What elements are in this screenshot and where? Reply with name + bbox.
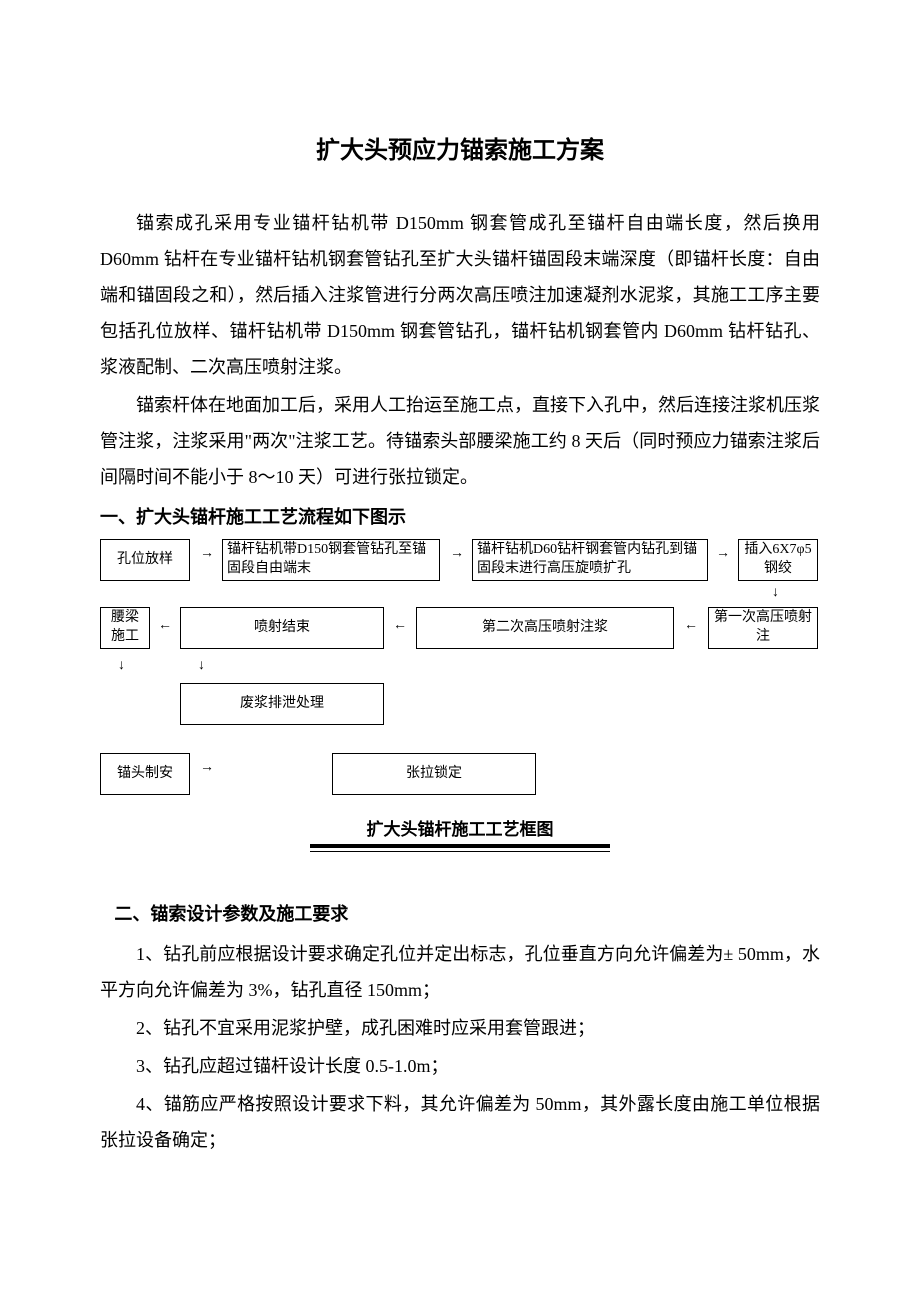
arrow-down-icon: ↓ bbox=[772, 586, 779, 600]
arrow-left-icon: ← bbox=[158, 619, 172, 633]
flow-node-waste-disposal: 废浆排泄处理 bbox=[180, 683, 384, 725]
flow-node-tension-lock: 张拉锁定 bbox=[332, 753, 536, 795]
paragraph-2: 锚索杆体在地面加工后，采用人工抬运至施工点，直接下入孔中，然后连接注浆机压浆管注… bbox=[100, 387, 820, 495]
flow-node-d60-drill: 锚杆钻机D60钻杆钢套管内钻孔到锚固段末进行高压旋喷扩孔 bbox=[472, 539, 708, 581]
flow-node-insert-strand: 插入6X7φ5钢绞 bbox=[738, 539, 818, 581]
arrow-right-icon: → bbox=[450, 547, 464, 561]
flowchart-caption-wrap: 扩大头锚杆施工工艺框图 bbox=[100, 815, 820, 852]
section-2-heading: 二、锚索设计参数及施工要求 bbox=[100, 900, 820, 926]
flowchart-caption: 扩大头锚杆施工工艺框图 bbox=[100, 815, 820, 840]
flow-node-d150-drill: 锚杆钻机带D150钢套管钻孔至锚固段自由端末 bbox=[222, 539, 440, 581]
flow-node-hole-layout: 孔位放样 bbox=[100, 539, 190, 581]
flow-node-first-jet: 第一次高压喷射注 bbox=[708, 607, 818, 649]
requirement-item-3: 3、钻孔应超过锚杆设计长度 0.5-1.0m； bbox=[100, 1048, 820, 1084]
section-1-heading: 一、扩大头锚杆施工工艺流程如下图示 bbox=[100, 503, 820, 529]
arrow-down-icon: ↓ bbox=[198, 659, 205, 673]
process-flowchart: 孔位放样 → 锚杆钻机带D150钢套管钻孔至锚固段自由端末 → 锚杆钻机D60钻… bbox=[100, 539, 820, 809]
requirement-item-1: 1、钻孔前应根据设计要求确定孔位并定出标志，孔位垂直方向允许偏差为± 50mm，… bbox=[100, 936, 820, 1008]
arrow-right-icon: → bbox=[716, 547, 730, 561]
document-page: 扩大头预应力锚索施工方案 锚索成孔采用专业锚杆钻机带 D150mm 钢套管成孔至… bbox=[0, 0, 920, 1302]
page-title: 扩大头预应力锚索施工方案 bbox=[100, 130, 820, 165]
arrow-right-icon: → bbox=[200, 547, 214, 561]
requirement-item-4: 4、锚筋应严格按照设计要求下料，其允许偏差为 50mm，其外露长度由施工单位根据… bbox=[100, 1086, 820, 1158]
paragraph-1: 锚索成孔采用专业锚杆钻机带 D150mm 钢套管成孔至锚杆自由端长度，然后换用 … bbox=[100, 205, 820, 385]
flow-node-jet-end: 喷射结束 bbox=[180, 607, 384, 649]
flow-node-waist-beam: 腰梁施工 bbox=[100, 607, 150, 649]
arrow-down-icon: ↓ bbox=[118, 659, 125, 673]
caption-rule bbox=[310, 844, 610, 852]
arrow-right-icon: → bbox=[200, 761, 214, 775]
flow-node-anchor-head: 锚头制安 bbox=[100, 753, 190, 795]
arrow-left-icon: ← bbox=[393, 619, 407, 633]
flow-node-second-jet: 第二次高压喷射注浆 bbox=[416, 607, 674, 649]
arrow-left-icon: ← bbox=[684, 619, 698, 633]
requirement-item-2: 2、钻孔不宜采用泥浆护壁，成孔困难时应采用套管跟进； bbox=[100, 1010, 820, 1046]
